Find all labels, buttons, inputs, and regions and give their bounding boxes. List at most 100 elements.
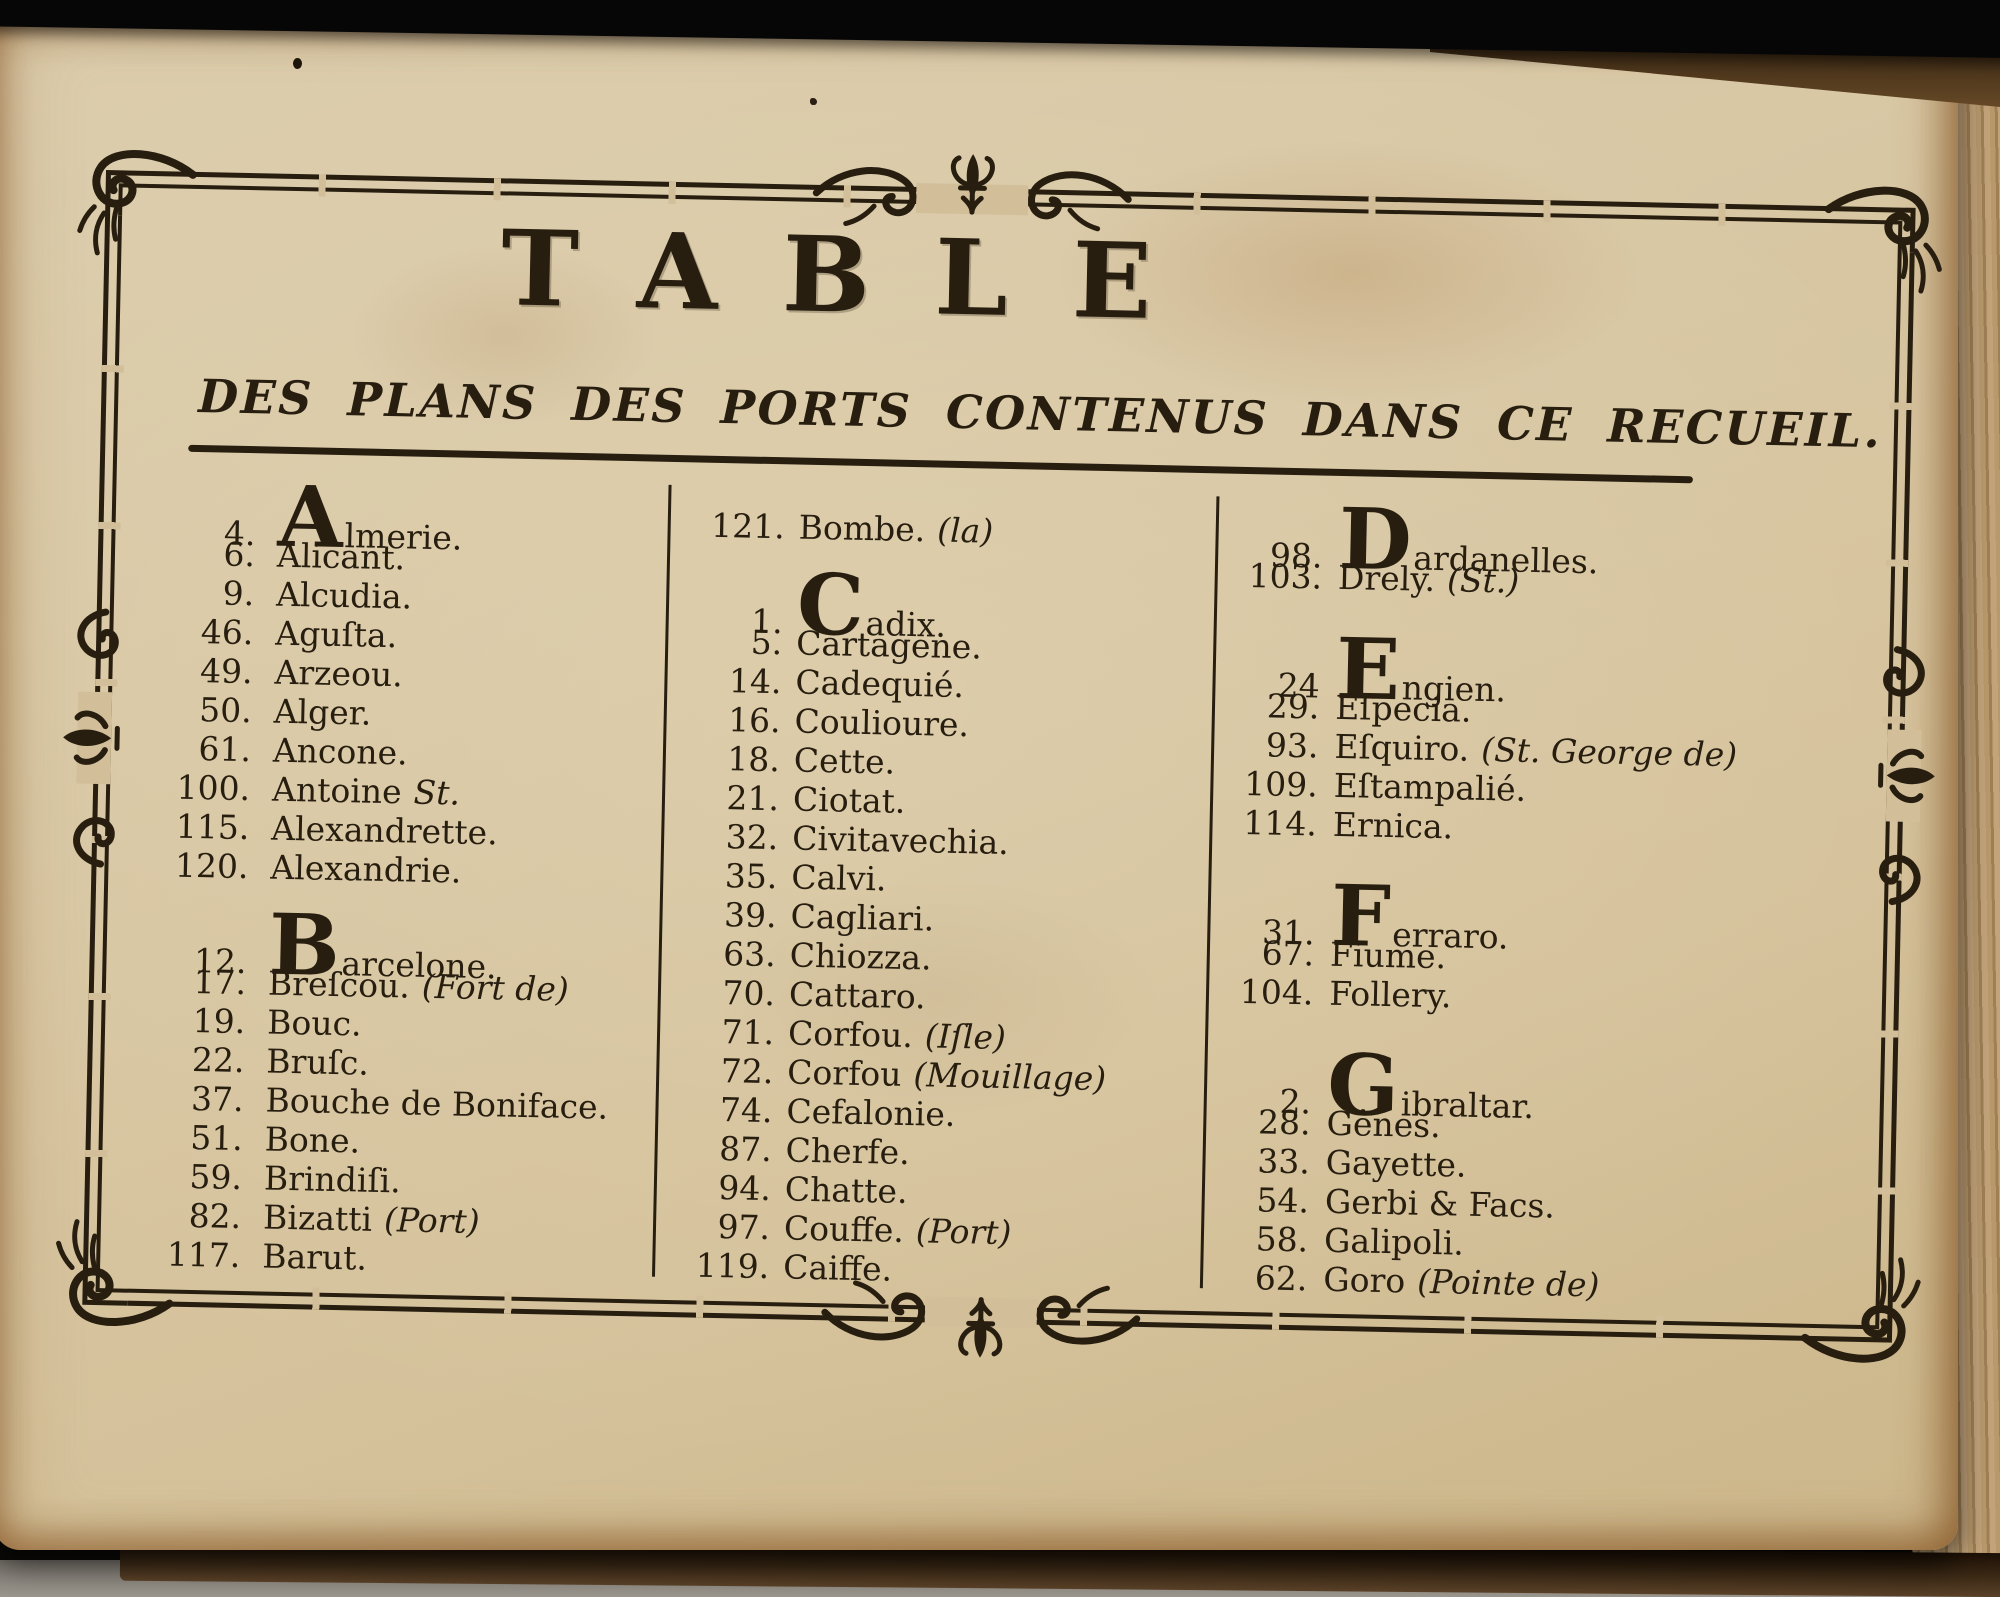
row-name: Chiozza. [789,935,933,978]
letter-group: 98. Dardanelles. 103. Drely. (St.) [1218,489,1742,605]
contents-column-2: 121. Bombe. (la) 1. Cadix. 5. Cartagene. 14. Cad… [655,505,1216,1295]
row-note: (Iſle) [924,1016,1007,1058]
row-number: 35. [724,856,778,897]
row-number: 22. [191,1039,245,1081]
row-number: 6. [223,534,256,575]
row-number: 121. [710,505,786,547]
row-name: Gerbi & Facs. [1324,1181,1556,1226]
letter-group: 31. Ferraro. 67. Fiume. 104. Follery. [1209,865,1734,1021]
big-initial: A [276,466,345,568]
letter-group: 12. Barcelone. 17. Breſcou. (Fort de) 19. Bouc… [166,894,659,1284]
row-number: 87. [718,1129,773,1170]
row-name: Ernica. [1332,804,1454,847]
row-name: Civitavechia. [791,818,1010,863]
row-number: 50. [198,690,253,731]
edge-fleur-de-lis-ornament-left [56,607,141,869]
row-number: 21. [726,778,780,819]
row-name: Coulioure. [794,701,970,745]
row-number: 29. [1266,686,1320,727]
row-number: 109. [1243,763,1319,805]
edge-fleur-de-lis-ornament-right [1856,644,1941,906]
row-name: Calvi. [790,857,887,899]
row-name: Arzeou. [274,652,404,695]
row-name: Gênes. [1326,1103,1442,1146]
row-name: Galipoli. [1323,1220,1465,1263]
corner-scroll-ornament-bottom-right [1800,1250,1922,1372]
row-number: 94. [717,1168,772,1209]
big-initial: C [796,554,865,655]
letter-group: 2. Gibraltar. 28. Gênes. 33. Gayette. 54. Gerbi… [1203,1034,1731,1307]
row-name: Fiume. [1329,934,1447,977]
row-name: Bouc. [266,1002,362,1044]
row-name: Bone. [264,1119,361,1161]
row-number: 119. [695,1245,770,1287]
contents-column-1: 4. Almerie. 6. Alicant. 9. Alcudia. 46. Aguſta.… [166,466,668,1284]
row-name: Drely. (St.) [1337,557,1520,601]
row-note: (Mouillage) [913,1055,1107,1099]
row-number: 5. [750,622,783,663]
row-number: 62. [1254,1258,1308,1299]
row-number: 16. [727,700,782,741]
row-name: Cefalonie. [786,1091,956,1134]
row-number: 72. [720,1051,774,1092]
row-note: (St. George de) [1480,729,1738,775]
row-number: 115. [175,806,250,848]
row-name: Cherfe. [785,1130,911,1173]
row-number: 97. [717,1207,771,1248]
row-note: (St.) [1446,560,1520,601]
row-name: Brindiſi. [263,1158,402,1201]
row-number: 71. [721,1012,775,1053]
row-name: Alger. [273,691,372,733]
row-number: 9. [222,573,255,614]
row-note: (Pointe de) [1416,1261,1600,1305]
row-name: Bruſc. [266,1041,370,1083]
ornamental-frame: TABLE DES PLANS DES PORTS CONTENUS DANS … [56,149,1942,1363]
big-initial: E [1335,618,1402,720]
row-name: Breſcou. (Fort de) [267,963,570,1009]
row-number: 104. [1239,971,1314,1013]
row-number: 54. [1256,1180,1310,1221]
corner-scroll-ornament-bottom-left [53,1213,175,1335]
row-number: 58. [1255,1219,1309,1260]
letter-group: 4. Almerie. 6. Alicant. 9. Alcudia. 46. Aguſta.… [174,466,668,895]
row-name: Eſtampalié. [1333,765,1527,809]
row-number: 28. [1257,1102,1312,1143]
row-number: 18. [726,739,781,780]
center-scroll-fleur-ornament-bottom [820,1264,1142,1371]
center-scroll-fleur-ornament-top [811,141,1133,248]
row-name: Alicant. [276,535,406,578]
corner-scroll-ornament-top-right [1823,177,1945,299]
row-name: Bizatti (Port) [262,1197,480,1242]
row-name: Eſpecia. [1334,687,1472,730]
ink-speck-mark [810,98,817,105]
row-name: Cette. [793,740,896,782]
row-name: Cattaro. [788,974,927,1017]
row-note: (Port) [383,1200,480,1242]
row-note: (Fort de) [421,966,570,1009]
row-name: Goro (Pointe de) [1322,1259,1600,1305]
big-initial: B [267,894,341,996]
corner-scroll-ornament-top-left [75,140,197,262]
row-name: Ancone. [272,730,409,773]
row-number: 37. [190,1078,245,1120]
row-number: 82. [188,1195,242,1237]
row-name: Cartagene. [795,623,983,667]
row-number: 51. [189,1117,244,1159]
row-name: Aguſta. [274,613,398,656]
row-number: 117. [166,1234,241,1276]
row-number: 39. [723,895,777,936]
contents-columns: 4. Almerie. 6. Alicant. 9. Alcudia. 46. Aguſta.… [166,466,1742,1307]
letter-group: 24 Engien. 29. Eſpecia. 93. Eſquiro. (St. Geor… [1212,618,1739,852]
row-number: 19. [192,1001,246,1042]
row-number: 103. [1248,556,1323,597]
row-number: 100. [176,767,251,809]
row-number: 114. [1243,802,1318,844]
big-initial: G [1326,1034,1401,1136]
row-number: 33. [1256,1141,1311,1182]
row-note: St. [413,772,461,813]
row-name: Cadequié. [795,662,965,706]
row-name: Alexandrette. [270,808,499,853]
row-number: 93. [1265,725,1319,766]
row-number: 63. [722,934,777,975]
big-initial: F [1329,865,1392,967]
